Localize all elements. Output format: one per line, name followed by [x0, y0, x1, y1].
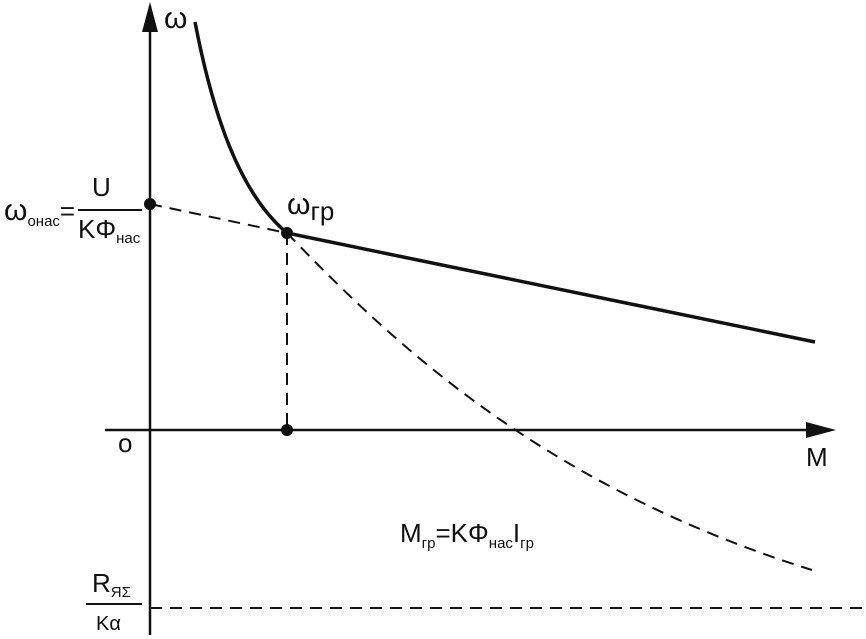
subscript: онас: [27, 213, 60, 230]
resistance-denominator: Kα: [96, 613, 121, 635]
numerator-subscript: ЯΣ: [111, 584, 131, 601]
current: I: [513, 518, 520, 548]
denominator-text: KΦ: [78, 214, 116, 244]
numerator: U: [92, 172, 111, 202]
equals-part: =KΦ: [436, 518, 489, 548]
flux-subscript: нас: [489, 535, 514, 552]
symbol: M: [400, 518, 422, 548]
point: [144, 198, 156, 210]
moment-formula: Mгр=KΦнасIгр: [400, 518, 534, 552]
omega-gr-label: ωгр: [287, 188, 334, 226]
current-subscript: гр: [520, 535, 534, 552]
denominator: KΦнас: [78, 214, 141, 247]
origin-label: o: [118, 428, 132, 458]
equals: =: [60, 196, 75, 226]
x-label: M: [806, 442, 828, 472]
subscript: гр: [310, 196, 334, 226]
omega-onas-label: ωонас=: [4, 194, 75, 230]
hyperbola-solid: [193, 21, 289, 235]
y-arrow: [142, 2, 158, 32]
dashed-line: [149, 203, 288, 234]
hyperbola-dashed: [286, 232, 813, 571]
point: [281, 424, 293, 436]
y-label: ω: [164, 2, 187, 35]
numerator: R: [92, 568, 111, 598]
denominator-subscript: нас: [116, 230, 141, 247]
resistance-numerator: RЯΣ: [92, 568, 131, 601]
x-arrow: [806, 422, 836, 438]
symbol: ω: [287, 188, 310, 221]
point: [281, 227, 293, 239]
saturation-line: [286, 231, 816, 344]
subscript: гр: [422, 535, 436, 552]
symbol: ω: [4, 194, 27, 227]
